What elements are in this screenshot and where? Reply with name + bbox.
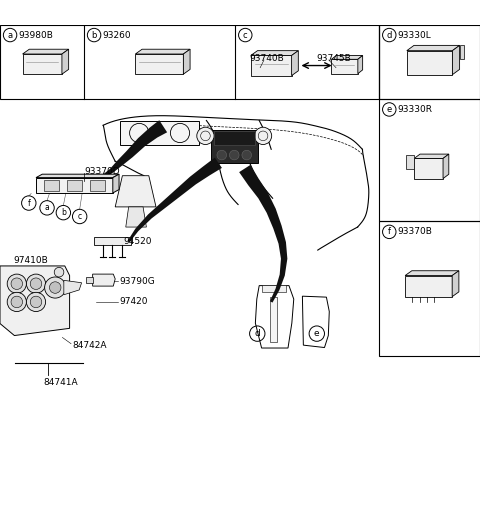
Text: c: c [78, 212, 82, 221]
Circle shape [45, 277, 66, 298]
Text: b: b [91, 31, 97, 40]
Polygon shape [36, 174, 119, 178]
Circle shape [7, 293, 26, 312]
Bar [262, 285, 286, 292]
Polygon shape [36, 178, 113, 193]
Bar [379, 221, 480, 355]
Circle shape [26, 293, 46, 312]
Text: a: a [8, 31, 12, 40]
Polygon shape [135, 49, 190, 54]
Text: 93330R: 93330R [397, 105, 432, 114]
Text: d: d [254, 329, 260, 338]
Bar [0, 24, 379, 99]
Polygon shape [251, 56, 291, 76]
Polygon shape [291, 51, 298, 76]
Text: 93330L: 93330L [397, 31, 431, 40]
Circle shape [30, 296, 42, 308]
Circle shape [217, 150, 227, 160]
Text: 93370D: 93370D [84, 167, 120, 176]
Bar [90, 179, 105, 191]
Bar [379, 99, 480, 221]
Circle shape [54, 267, 64, 277]
Text: f: f [27, 198, 30, 207]
Polygon shape [331, 59, 358, 74]
Circle shape [11, 278, 23, 289]
Text: 84742A: 84742A [72, 341, 107, 350]
Text: a: a [45, 203, 49, 212]
Circle shape [30, 278, 42, 289]
Text: 93790G: 93790G [119, 277, 155, 286]
Polygon shape [452, 45, 460, 75]
Bar [214, 131, 255, 145]
Circle shape [11, 296, 23, 308]
Circle shape [242, 150, 252, 160]
Text: 93370B: 93370B [397, 227, 432, 236]
Polygon shape [100, 120, 167, 179]
Bar [86, 277, 93, 283]
Polygon shape [414, 158, 443, 179]
Polygon shape [452, 271, 459, 297]
Circle shape [7, 274, 26, 293]
Text: 93740B: 93740B [250, 53, 284, 62]
Polygon shape [460, 45, 465, 59]
Polygon shape [407, 45, 460, 51]
Text: e: e [387, 105, 392, 114]
Polygon shape [23, 54, 62, 74]
Bar [270, 297, 277, 342]
Polygon shape [0, 266, 70, 335]
Polygon shape [126, 207, 146, 227]
Polygon shape [405, 271, 459, 276]
Polygon shape [115, 176, 156, 207]
Bar [67, 179, 82, 191]
Bar [44, 179, 59, 191]
Polygon shape [64, 280, 82, 295]
Polygon shape [93, 274, 115, 286]
Polygon shape [358, 56, 363, 74]
Text: 93745B: 93745B [317, 53, 351, 62]
Text: f: f [388, 227, 391, 236]
Text: 94520: 94520 [123, 237, 151, 246]
Text: e: e [314, 329, 320, 338]
Polygon shape [251, 51, 298, 56]
Polygon shape [128, 158, 222, 242]
Polygon shape [331, 56, 363, 59]
Polygon shape [406, 155, 414, 169]
Text: 93980B: 93980B [18, 31, 53, 40]
Polygon shape [239, 165, 288, 303]
Circle shape [49, 282, 61, 293]
Bar [120, 122, 199, 144]
Polygon shape [113, 174, 119, 193]
Polygon shape [414, 154, 449, 158]
Polygon shape [407, 51, 452, 75]
Bar [379, 24, 480, 99]
Polygon shape [62, 49, 69, 74]
Text: d: d [386, 31, 392, 40]
Bar [94, 236, 131, 245]
Polygon shape [183, 49, 190, 74]
Text: 93260: 93260 [102, 31, 131, 40]
Text: b: b [61, 208, 66, 217]
Text: 97410B: 97410B [13, 256, 48, 265]
Circle shape [26, 274, 46, 293]
Text: 97420: 97420 [119, 297, 147, 306]
Circle shape [229, 150, 239, 160]
Text: c: c [243, 31, 248, 40]
Bar [211, 130, 258, 163]
Circle shape [197, 127, 214, 144]
Polygon shape [23, 49, 69, 54]
Circle shape [254, 127, 272, 144]
Polygon shape [443, 154, 449, 179]
Polygon shape [405, 276, 452, 297]
Text: 84741A: 84741A [43, 378, 78, 387]
Polygon shape [135, 54, 183, 74]
